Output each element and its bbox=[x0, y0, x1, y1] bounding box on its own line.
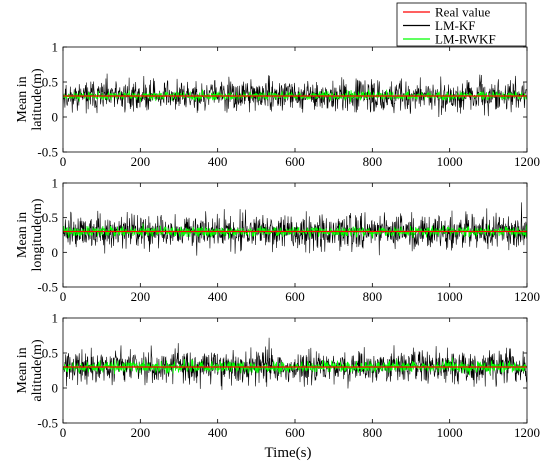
x-tick-label: 0 bbox=[60, 154, 67, 169]
y-tick-label: 1 bbox=[52, 40, 59, 55]
series-line-lm-kf bbox=[63, 337, 527, 390]
series-line-lm-rwkf bbox=[63, 357, 527, 376]
x-tick-label: 800 bbox=[363, 425, 383, 440]
y-axis-label: Mean inaltitude(m) bbox=[15, 339, 45, 402]
x-tick-label: 200 bbox=[131, 289, 151, 304]
y-axis-label-line: altitude(m) bbox=[30, 339, 45, 402]
x-tick-label: 200 bbox=[131, 425, 151, 440]
y-axis-label: Mean inlatitude(m) bbox=[15, 68, 45, 131]
panel-1-data bbox=[63, 73, 527, 118]
legend-label: LM-RWKF bbox=[435, 32, 496, 47]
x-tick-label: 1200 bbox=[514, 425, 540, 440]
y-tick-label: 0 bbox=[52, 110, 59, 125]
y-tick-label: 1 bbox=[52, 311, 59, 326]
x-tick-label: 0 bbox=[60, 425, 67, 440]
y-tick-label: 0.5 bbox=[42, 346, 58, 361]
y-axis-label-line: latitude(m) bbox=[30, 68, 45, 131]
y-axis-label-line: Mean in bbox=[15, 76, 30, 122]
y-tick-label: 0.5 bbox=[42, 210, 58, 225]
x-tick-label: 200 bbox=[131, 154, 151, 169]
x-tick-label: 1000 bbox=[437, 425, 463, 440]
x-tick-label: 400 bbox=[208, 425, 228, 440]
y-tick-label: 0 bbox=[52, 245, 59, 260]
y-tick-label: 0 bbox=[52, 381, 59, 396]
x-tick-label: 800 bbox=[363, 289, 383, 304]
x-tick-label: 400 bbox=[208, 289, 228, 304]
series-line-lm-kf bbox=[63, 73, 527, 118]
x-tick-label: 600 bbox=[285, 425, 305, 440]
y-axis-label-line: Mean in bbox=[15, 212, 30, 258]
x-tick-label: 400 bbox=[208, 154, 228, 169]
x-tick-label: 600 bbox=[285, 289, 305, 304]
x-tick-label: 600 bbox=[285, 154, 305, 169]
legend-label: LM-KF bbox=[435, 18, 475, 33]
y-tick-label: 0.5 bbox=[42, 75, 58, 90]
panel-2-data bbox=[63, 202, 527, 256]
y-tick-label: -0.5 bbox=[37, 280, 58, 295]
y-tick-label: -0.5 bbox=[37, 145, 58, 160]
y-axis-label-line: Mean in bbox=[15, 347, 30, 393]
x-axis-label: Time(s) bbox=[265, 445, 312, 461]
x-tick-label: 0 bbox=[60, 289, 67, 304]
panel-3-data bbox=[63, 337, 527, 390]
y-axis-label-line: longitude(m) bbox=[30, 198, 45, 271]
x-tick-label: 800 bbox=[363, 154, 383, 169]
x-tick-label: 1000 bbox=[437, 289, 463, 304]
y-axis-label: Mean inlongitude(m) bbox=[15, 198, 45, 271]
series-line-lm-rwkf bbox=[63, 89, 527, 103]
legend-label: Real value bbox=[435, 5, 490, 20]
y-tick-label: -0.5 bbox=[37, 416, 58, 431]
y-tick-label: 1 bbox=[52, 176, 59, 191]
x-tick-label: 1200 bbox=[514, 289, 540, 304]
x-tick-label: 1000 bbox=[437, 154, 463, 169]
x-tick-label: 1200 bbox=[514, 154, 540, 169]
